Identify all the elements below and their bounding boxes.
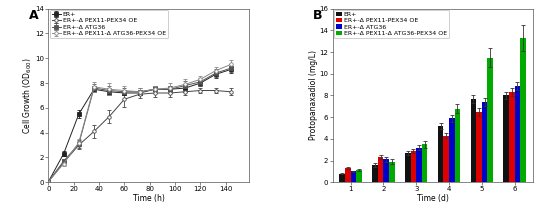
Text: B: B — [313, 9, 323, 22]
Bar — [416, 148, 422, 182]
Bar — [422, 144, 427, 182]
X-axis label: Time (h): Time (h) — [132, 194, 165, 203]
Text: A: A — [29, 9, 38, 22]
Legend: ER+, ER+-Δ PEX11-PEX34 OE, ER+-Δ ATG36, ER+-Δ PEX11-Δ ATG36-PEX34 OE: ER+, ER+-Δ PEX11-PEX34 OE, ER+-Δ ATG36, … — [334, 10, 449, 38]
Bar — [443, 136, 449, 182]
Bar — [520, 38, 526, 182]
Bar — [438, 126, 443, 182]
Bar — [476, 112, 482, 182]
Bar — [455, 108, 460, 182]
Bar — [384, 159, 389, 182]
Bar — [514, 86, 520, 182]
Bar — [389, 162, 394, 182]
Y-axis label: Protopanaxadiol (mg/L): Protopanaxadiol (mg/L) — [309, 51, 318, 140]
Bar — [339, 174, 345, 182]
Legend: ER+, ER+-Δ PEX11-PEX34 OE, ER+-Δ ATG36, ER+-Δ PEX11-Δ ATG36-PEX34 OE: ER+, ER+-Δ PEX11-PEX34 OE, ER+-Δ ATG36, … — [49, 10, 168, 38]
Bar — [345, 168, 351, 182]
Bar — [482, 102, 487, 182]
Bar — [504, 95, 509, 182]
Bar — [405, 153, 410, 182]
Bar — [449, 118, 455, 182]
Bar — [351, 171, 356, 182]
Bar — [372, 165, 378, 182]
Bar — [471, 99, 476, 182]
X-axis label: Time (d): Time (d) — [416, 194, 449, 203]
Bar — [509, 92, 514, 182]
Bar — [356, 170, 362, 182]
Bar — [487, 58, 493, 182]
Y-axis label: Cell Growth (OD$_{600}$): Cell Growth (OD$_{600}$) — [22, 57, 34, 134]
Bar — [410, 151, 416, 182]
Bar — [378, 157, 384, 182]
